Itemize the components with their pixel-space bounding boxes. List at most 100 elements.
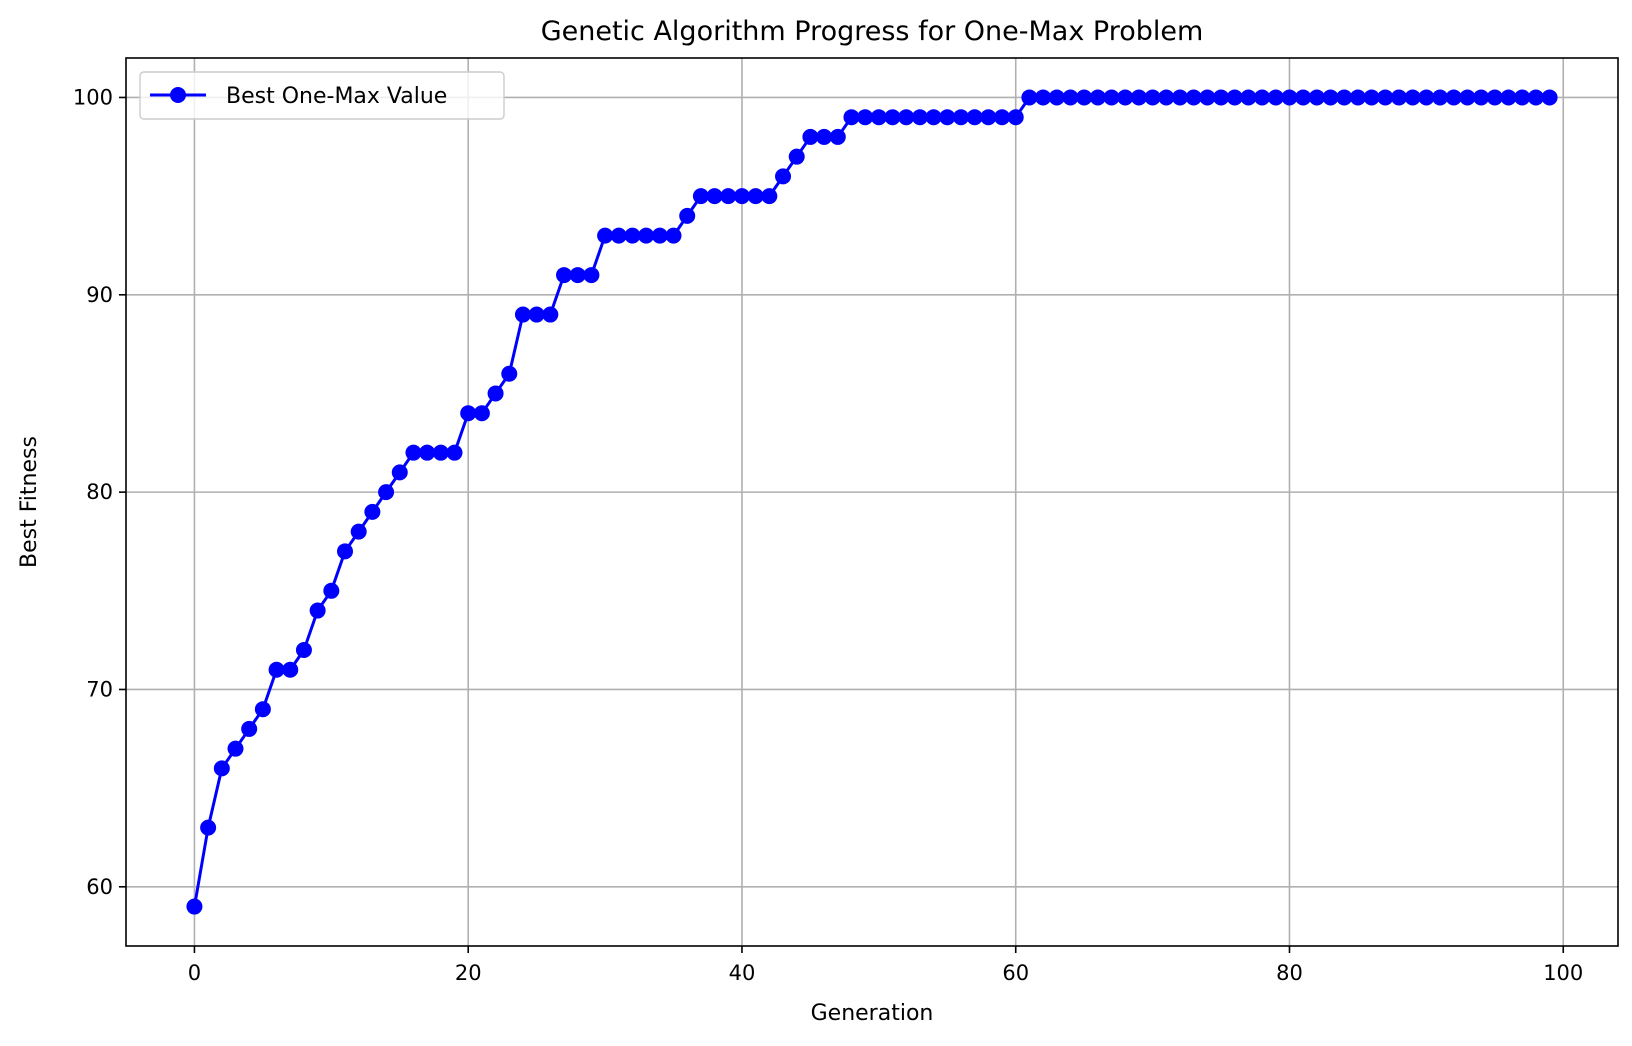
data-point <box>733 188 750 205</box>
data-point <box>1281 89 1298 106</box>
data-point <box>432 444 449 461</box>
data-point <box>925 109 942 126</box>
data-point <box>597 227 614 244</box>
data-point <box>706 188 723 205</box>
data-point <box>528 306 545 323</box>
data-point <box>1254 89 1271 106</box>
data-point <box>1130 89 1147 106</box>
data-point <box>1363 89 1380 106</box>
data-point <box>569 267 586 284</box>
y-tick-label: 60 <box>86 875 113 899</box>
data-point <box>1267 89 1284 106</box>
data-point <box>1007 109 1024 126</box>
data-point <box>501 365 518 382</box>
data-point <box>1117 89 1134 106</box>
data-point <box>1226 89 1243 106</box>
data-point <box>1500 89 1517 106</box>
data-point <box>651 227 668 244</box>
data-point <box>1185 89 1202 106</box>
y-tick-label: 100 <box>73 85 113 109</box>
data-point <box>419 444 436 461</box>
data-point <box>1158 89 1175 106</box>
y-tick-label: 70 <box>86 677 113 701</box>
data-point <box>624 227 641 244</box>
data-point <box>391 464 408 481</box>
y-tick-label: 90 <box>86 283 113 307</box>
data-point <box>1390 89 1407 106</box>
data-point <box>1349 89 1366 106</box>
data-point <box>1171 89 1188 106</box>
data-point <box>679 207 696 224</box>
data-point <box>966 109 983 126</box>
data-point <box>350 523 367 540</box>
ticks: 0 20 40 60 80 100 60 70 80 90 100 <box>73 85 1583 985</box>
legend-marker-swatch <box>170 87 186 103</box>
data-point <box>542 306 559 323</box>
data-point <box>268 661 285 678</box>
data-point <box>802 128 819 145</box>
data-point <box>1308 89 1325 106</box>
data-point <box>446 444 463 461</box>
data-point <box>1473 89 1490 106</box>
data-point <box>1295 89 1312 106</box>
data-point <box>1486 89 1503 106</box>
data-point <box>952 109 969 126</box>
data-point <box>1432 89 1449 106</box>
y-tick-label: 80 <box>86 480 113 504</box>
y-axis-label: Best Fitness <box>17 436 42 568</box>
data-point <box>309 602 326 619</box>
data-point <box>583 267 600 284</box>
data-point <box>186 898 203 915</box>
data-point <box>829 128 846 145</box>
data-point <box>761 188 778 205</box>
data-point <box>870 109 887 126</box>
data-point <box>939 109 956 126</box>
data-point <box>295 642 312 658</box>
data-point <box>200 819 217 836</box>
chart-title: Genetic Algorithm Progress for One-Max P… <box>541 16 1204 47</box>
data-point <box>405 444 422 461</box>
data-point <box>1035 89 1052 106</box>
data-point <box>980 109 997 126</box>
data-point <box>473 405 490 422</box>
plot-area <box>186 89 1558 915</box>
data-point <box>638 227 655 244</box>
data-point <box>254 701 271 718</box>
legend-box <box>139 71 505 120</box>
data-point <box>1062 89 1079 106</box>
data-point <box>1089 89 1106 106</box>
data-point <box>911 109 928 126</box>
x-axis-label: Generation <box>811 1001 934 1026</box>
data-point <box>1336 89 1353 106</box>
data-point <box>994 109 1011 126</box>
data-point <box>1514 89 1531 106</box>
x-tick-label: 20 <box>455 961 482 985</box>
data-point <box>898 109 915 126</box>
data-point <box>514 306 531 323</box>
data-point <box>884 109 901 126</box>
data-point <box>487 385 504 402</box>
data-point <box>460 405 477 422</box>
data-point <box>364 503 381 520</box>
data-point <box>556 267 573 284</box>
data-point <box>378 484 395 501</box>
data-point <box>1527 89 1544 106</box>
data-point <box>1404 89 1421 106</box>
x-tick-label: 40 <box>729 961 756 985</box>
data-point <box>775 168 792 185</box>
x-tick-label: 0 <box>188 961 201 985</box>
data-point <box>665 227 682 244</box>
data-point <box>337 543 354 560</box>
data-point <box>1199 89 1216 106</box>
data-point <box>1445 89 1462 106</box>
data-point <box>1322 89 1339 106</box>
data-point <box>1021 89 1038 106</box>
data-point <box>843 109 860 126</box>
legend-entry-label: Best One-Max Value <box>226 84 447 109</box>
data-point <box>788 148 805 165</box>
axes-frame <box>125 57 1619 947</box>
data-point <box>213 760 230 777</box>
data-point <box>1240 89 1257 106</box>
